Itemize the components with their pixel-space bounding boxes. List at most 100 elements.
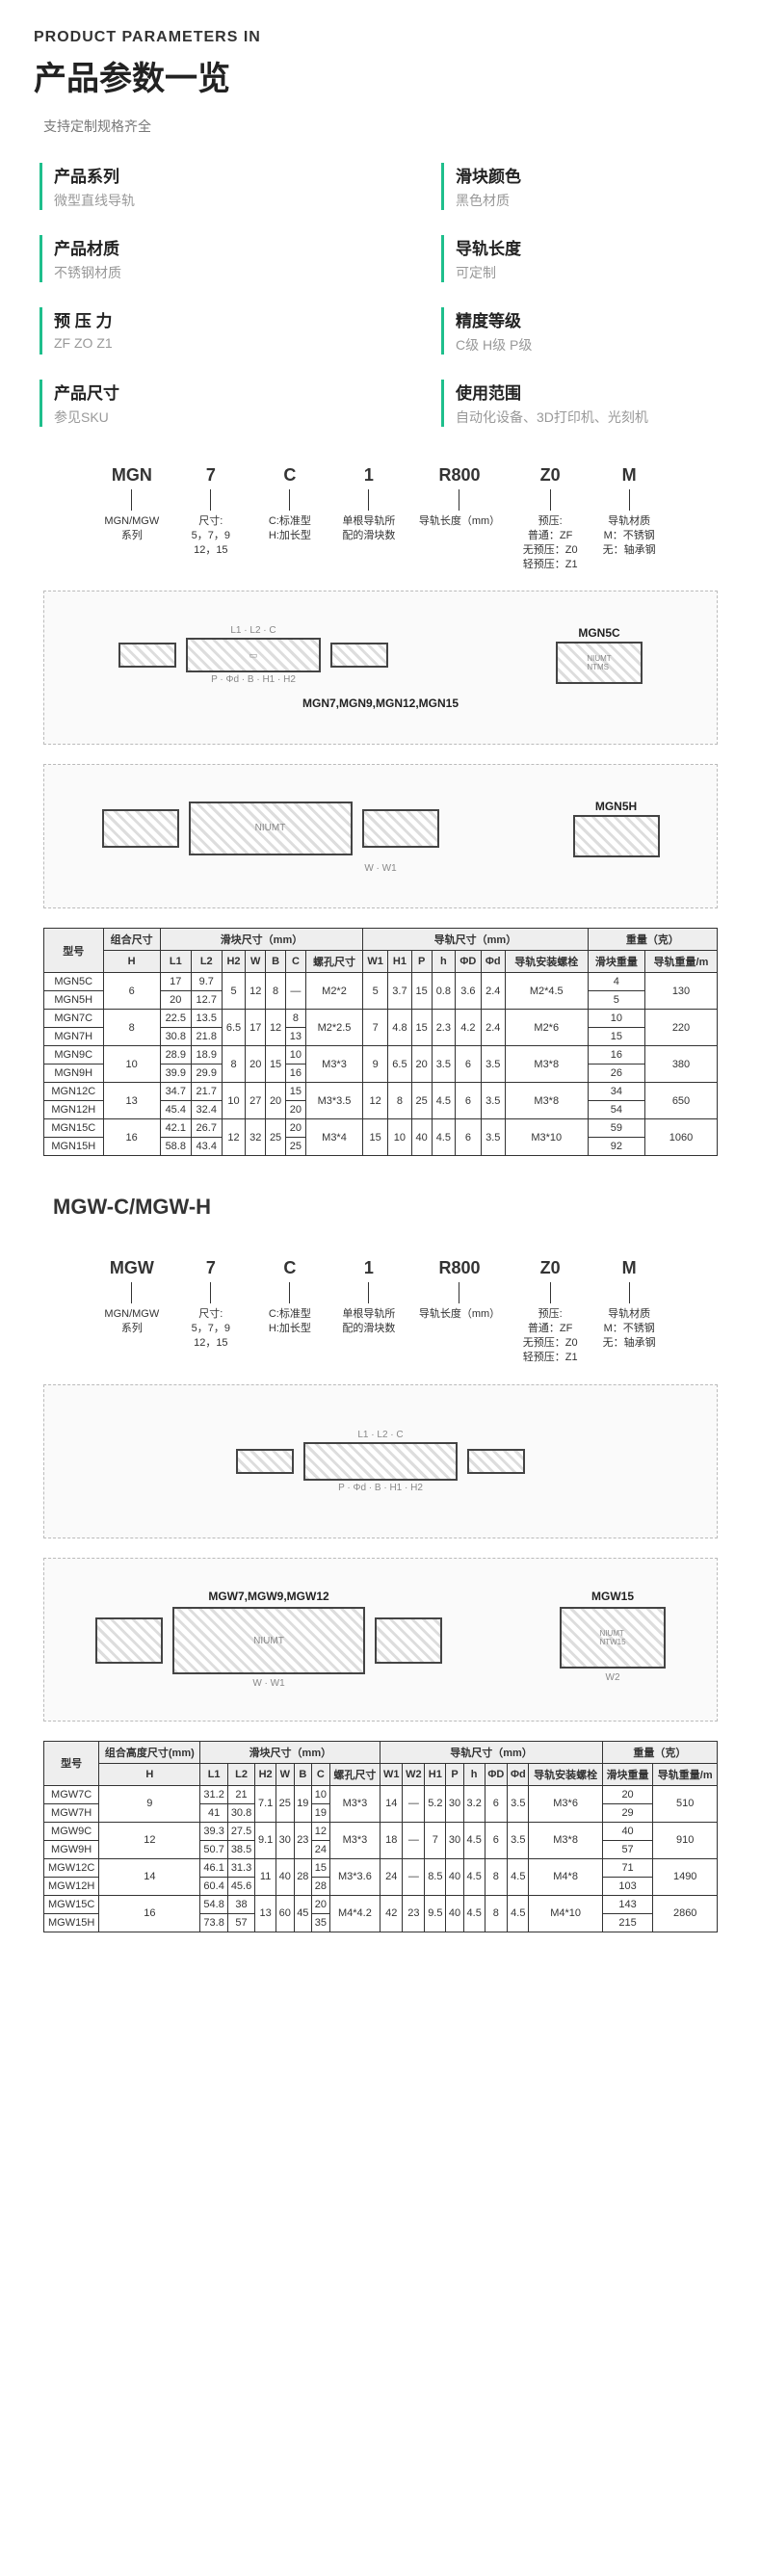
data-cell: M4*8: [529, 1858, 602, 1895]
data-cell: M2*2: [305, 973, 362, 1010]
data-cell: 3.5: [481, 1083, 505, 1119]
data-cell: 2.4: [481, 973, 505, 1010]
data-cell: M3*4: [305, 1119, 362, 1156]
code-desc: 导轨材质 M：不锈钢 无：轴承钢: [603, 514, 656, 558]
model-cell: MGW9H: [44, 1840, 99, 1858]
code-cell: C C:标准型 H:加长型: [261, 465, 319, 571]
data-cell: 6.5: [222, 1010, 246, 1046]
code-top: C: [283, 465, 296, 486]
attr-item: 使用范围自动化设备、3D打印机、光刻机: [441, 380, 727, 427]
data-cell: 20: [246, 1046, 266, 1083]
code-cell: MGWMGN/MGW 系列: [103, 1258, 161, 1364]
data-cell: 10: [588, 1010, 644, 1028]
model-cell: MGW15C: [44, 1895, 99, 1913]
model-cell: MGW15H: [44, 1913, 99, 1932]
code-desc: 单根导轨所 配的滑块数: [342, 1307, 395, 1336]
data-cell: 40: [446, 1895, 464, 1932]
data-cell: 60: [276, 1895, 295, 1932]
data-cell: M3*8: [505, 1046, 588, 1083]
code-top: 7: [206, 465, 216, 486]
code-desc: 尺寸: 5，7，9 12，15: [192, 1307, 230, 1351]
data-cell: 32.4: [191, 1101, 222, 1119]
data-cell: 10: [312, 1785, 330, 1803]
spec-table-mgn: 型号组合尺寸滑块尺寸（mm）导轨尺寸（mm）重量（克）HL1L2H2WBC螺孔尺…: [34, 928, 727, 1156]
data-cell: M3*10: [505, 1119, 588, 1156]
data-cell: 13: [255, 1895, 276, 1932]
data-cell: 15: [286, 1083, 306, 1101]
data-cell: 24: [380, 1858, 403, 1895]
attr-label: 产品材质: [54, 235, 326, 259]
diagram-mgw-side: L1 · L2 · C P · Φd · B · H1 · H2: [43, 1384, 718, 1538]
data-cell: 20: [286, 1101, 306, 1119]
code-desc: 预压: 普通：ZF 无预压：Z0 轻预压：Z1: [523, 514, 578, 571]
data-cell: 220: [644, 1010, 717, 1046]
data-cell: 4.5: [508, 1858, 529, 1895]
data-cell: 3.5: [432, 1046, 456, 1083]
data-cell: 39.9: [160, 1065, 191, 1083]
data-cell: 73.8: [200, 1913, 227, 1932]
data-cell: 25: [286, 1138, 306, 1156]
data-cell: 9: [363, 1046, 388, 1083]
data-cell: 3.5: [481, 1119, 505, 1156]
attr-item: 预 压 力ZF ZO Z1: [39, 307, 326, 355]
data-cell: 71: [602, 1858, 653, 1877]
data-cell: 42: [380, 1895, 403, 1932]
data-cell: 40: [276, 1858, 295, 1895]
data-cell: 16: [99, 1895, 200, 1932]
code-desc: C:标准型 H:加长型: [269, 514, 311, 543]
model-code-row-mgw: MGWMGN/MGW 系列7尺寸: 5，7，9 12，15CC:标准型 H:加长…: [43, 1258, 718, 1364]
data-cell: 2860: [653, 1895, 718, 1932]
attr-value: ZF ZO Z1: [54, 335, 326, 351]
data-cell: M2*4.5: [505, 973, 588, 1010]
data-cell: 60.4: [200, 1877, 227, 1895]
code-top: 1: [364, 465, 374, 486]
data-cell: 650: [644, 1083, 717, 1119]
model-cell: MGW7H: [44, 1803, 99, 1822]
attr-label: 精度等级: [456, 307, 727, 331]
data-cell: 6: [456, 1119, 482, 1156]
data-cell: 17: [160, 973, 191, 991]
attr-item: 导轨长度可定制: [441, 235, 727, 282]
data-cell: 8: [485, 1895, 508, 1932]
data-cell: 29: [602, 1803, 653, 1822]
data-cell: 25: [266, 1119, 286, 1156]
data-cell: 15: [363, 1119, 388, 1156]
data-cell: M3*6: [529, 1785, 602, 1822]
data-cell: 26.7: [191, 1119, 222, 1138]
data-cell: 4.8: [388, 1010, 412, 1046]
data-cell: 15: [312, 1858, 330, 1877]
code-top: MGN: [112, 465, 152, 486]
data-cell: 8.5: [425, 1858, 446, 1895]
data-cell: 14: [380, 1785, 403, 1822]
cn-title: 产品参数一览: [34, 52, 727, 99]
data-cell: 19: [294, 1785, 312, 1822]
code-top: 7: [206, 1258, 216, 1278]
data-cell: 12: [266, 1010, 286, 1046]
attr-value: 自动化设备、3D打印机、光刻机: [456, 407, 727, 427]
code-cell: R800导轨长度（mm）: [419, 465, 500, 571]
attr-item: 产品材质不锈钢材质: [39, 235, 326, 282]
data-cell: 1060: [644, 1119, 717, 1156]
data-cell: 4.5: [508, 1895, 529, 1932]
data-cell: 45.6: [227, 1877, 254, 1895]
code-desc: MGN/MGW 系列: [104, 514, 159, 543]
data-cell: 20: [411, 1046, 432, 1083]
code-desc: 导轨长度（mm）: [419, 514, 500, 529]
data-cell: M3*3: [329, 1822, 380, 1858]
data-cell: 18: [380, 1822, 403, 1858]
data-cell: 9.7: [191, 973, 222, 991]
attr-label: 滑块颜色: [456, 163, 727, 187]
data-cell: 8: [388, 1083, 412, 1119]
data-cell: 10: [222, 1083, 246, 1119]
diagram-mgw-top: MGW7,MGW9,MGW12 NIUMT W · W1 MGW15 NIUMT…: [43, 1558, 718, 1722]
data-cell: 50.7: [200, 1840, 227, 1858]
data-cell: 46.1: [200, 1858, 227, 1877]
data-cell: 34.7: [160, 1083, 191, 1101]
attr-value: 不锈钢材质: [54, 263, 326, 282]
data-cell: —: [403, 1785, 425, 1822]
data-cell: 40: [411, 1119, 432, 1156]
data-cell: 4.5: [432, 1083, 456, 1119]
attr-value: 可定制: [456, 263, 727, 282]
data-cell: 40: [602, 1822, 653, 1840]
data-cell: 15: [266, 1046, 286, 1083]
